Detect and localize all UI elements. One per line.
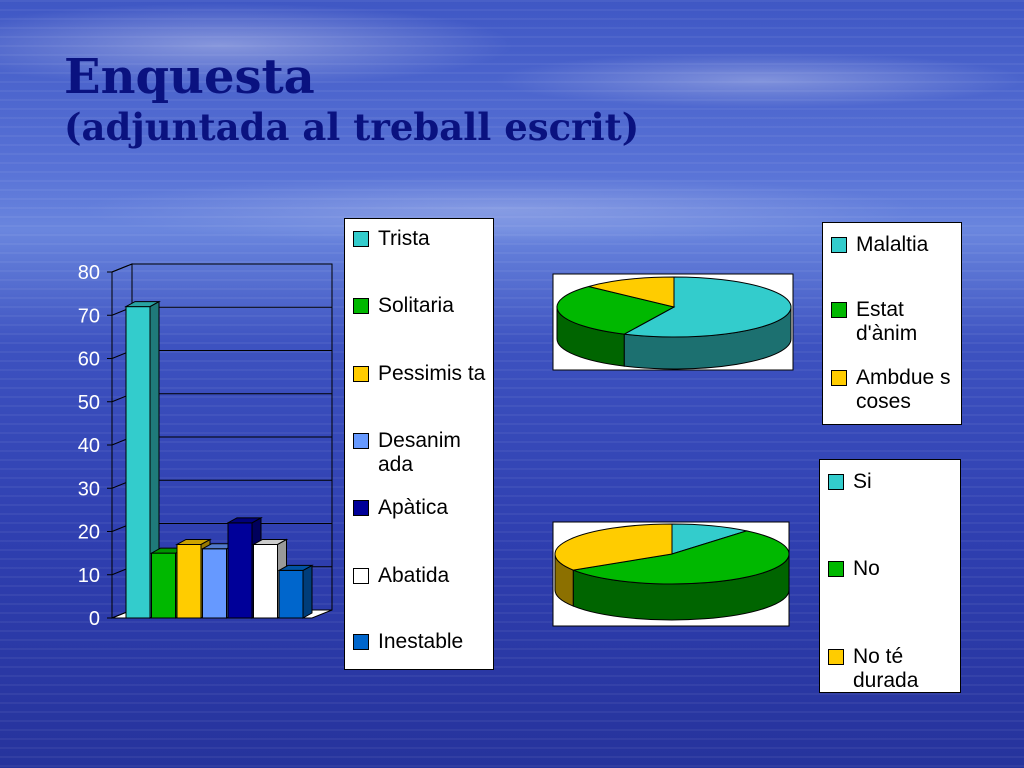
legend-item: Ambdue s coses xyxy=(831,366,958,414)
legend-swatch xyxy=(353,500,369,516)
bar-front xyxy=(253,543,278,619)
legend-item: No xyxy=(828,557,880,581)
bar-1 xyxy=(124,300,161,619)
bar-front xyxy=(176,543,202,619)
legend-label: Trista xyxy=(378,227,430,250)
pie-chart-malaltia xyxy=(552,273,794,371)
legend-label: Abatida xyxy=(378,564,450,587)
legend-label: Malaltia xyxy=(856,233,929,256)
legend-item: Trista xyxy=(353,227,430,251)
legend-item: Inestable xyxy=(353,630,463,654)
bar-top xyxy=(251,538,289,545)
legend-label: Ambdue s coses xyxy=(856,366,951,413)
y-tick-label: 10 xyxy=(78,565,100,587)
gridline xyxy=(111,263,133,273)
legend-swatch xyxy=(353,366,369,382)
pie-slice-3 xyxy=(588,276,675,308)
legend-item: Pessimis ta xyxy=(353,362,485,386)
legend-swatch xyxy=(353,298,369,314)
bar-7 xyxy=(277,564,314,619)
y-tick-label: 30 xyxy=(78,478,100,500)
bar-side xyxy=(302,564,313,619)
y-tick-label: 20 xyxy=(78,522,100,544)
bar-chart: 0 10 20 30 40 50 60 70 80 xyxy=(78,262,333,630)
legend-label: No té durada xyxy=(853,645,919,692)
bar-front xyxy=(151,552,176,619)
legend-item: Apàtica xyxy=(353,496,448,520)
legend-label: Desanim ada xyxy=(378,429,461,476)
legend-label: Si xyxy=(853,470,872,493)
legend-item: Desanim ada xyxy=(353,429,490,477)
y-tick-label: 60 xyxy=(78,349,100,371)
title-line-2: (adjuntada al treball escrit) xyxy=(64,105,640,150)
bar-top xyxy=(124,301,161,308)
legend-item: No té durada xyxy=(828,645,957,692)
legend-swatch xyxy=(353,634,369,650)
legend-item: Solitaria xyxy=(353,294,454,318)
legend-swatch xyxy=(828,561,844,577)
bar-front xyxy=(202,548,227,619)
legend-swatch xyxy=(828,649,844,665)
bar-top xyxy=(277,564,314,571)
pie-chart-durada xyxy=(552,521,790,627)
bar-front xyxy=(227,522,253,619)
legend-label: Pessimis ta xyxy=(378,362,486,385)
bar-chart-legend: Trista Solitaria Pessimis ta Desanim ada Apà… xyxy=(344,218,494,670)
legend-swatch xyxy=(353,231,369,247)
legend-swatch xyxy=(831,370,847,386)
slide-title: Enquesta (adjuntada al treball escrit) xyxy=(64,52,639,147)
legend-label: Inestable xyxy=(378,630,464,653)
y-tick-label: 80 xyxy=(78,262,100,284)
pie-chart-2-legend: Si No No té durada xyxy=(819,459,961,693)
pie-slice-2 xyxy=(556,285,676,335)
bar-front xyxy=(278,569,304,619)
y-tick-label: 0 xyxy=(89,608,100,630)
pie-slice-2 xyxy=(571,530,790,585)
legend-swatch xyxy=(353,433,369,449)
title-line-1: Enquesta xyxy=(64,49,315,105)
legend-swatch xyxy=(828,474,844,490)
pie-chart-1-legend: Malaltia Estat d'ànim Ambdue s coses xyxy=(822,222,962,425)
pie-slice-1 xyxy=(671,523,749,555)
legend-label: Estat d'ànim xyxy=(856,298,918,345)
legend-item: Estat d'ànim xyxy=(831,298,958,346)
pie-slice-1 xyxy=(622,276,792,338)
bar-top xyxy=(175,538,212,545)
bar-front xyxy=(125,306,151,619)
legend-item: Abatida xyxy=(353,564,449,588)
pie-slice-3 xyxy=(554,523,673,571)
y-tick-label: 70 xyxy=(78,305,100,327)
legend-label: Apàtica xyxy=(378,496,449,519)
legend-swatch xyxy=(831,302,847,318)
legend-swatch xyxy=(353,568,369,584)
y-tick-label: 40 xyxy=(78,435,100,457)
y-tick-label: 50 xyxy=(78,392,100,414)
legend-swatch xyxy=(831,237,847,253)
legend-item: Si xyxy=(828,470,872,494)
legend-label: No xyxy=(853,557,880,580)
legend-label: Solitaria xyxy=(378,294,454,317)
legend-item: Malaltia xyxy=(831,233,928,257)
bar-top xyxy=(226,517,263,524)
